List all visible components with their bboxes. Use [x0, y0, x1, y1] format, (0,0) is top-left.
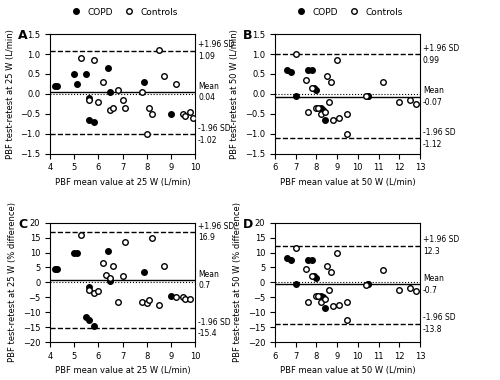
- Text: 0.99: 0.99: [423, 56, 440, 65]
- Text: Mean: Mean: [423, 274, 444, 283]
- Text: -0.07: -0.07: [423, 98, 442, 107]
- Y-axis label: PBF test-retest at 50 W (% difference): PBF test-retest at 50 W (% difference): [233, 202, 242, 363]
- X-axis label: PBF mean value at 50 W (L/min): PBF mean value at 50 W (L/min): [280, 366, 415, 375]
- Text: -1.02: -1.02: [198, 136, 218, 145]
- Text: -15.4: -15.4: [198, 329, 218, 339]
- Text: +1.96 SD: +1.96 SD: [423, 236, 459, 244]
- Legend: COPD, Controls: COPD, Controls: [288, 4, 407, 20]
- Text: 1.09: 1.09: [198, 52, 215, 61]
- Text: -1.96 SD: -1.96 SD: [423, 314, 456, 322]
- Text: -1.96 SD: -1.96 SD: [423, 128, 456, 137]
- Text: -1.96 SD: -1.96 SD: [198, 318, 230, 327]
- Text: +1.96 SD: +1.96 SD: [198, 222, 234, 231]
- Y-axis label: PBF test-retest at 25 W (L/min): PBF test-retest at 25 W (L/min): [6, 29, 15, 159]
- Y-axis label: PBF test-retest at 50 W (L/min): PBF test-retest at 50 W (L/min): [230, 29, 239, 159]
- Text: B: B: [243, 29, 252, 43]
- Text: -1.96 SD: -1.96 SD: [198, 124, 230, 133]
- Text: 12.3: 12.3: [423, 247, 440, 256]
- Text: +1.96 SD: +1.96 SD: [198, 40, 234, 49]
- Text: C: C: [18, 218, 27, 231]
- Text: 0.04: 0.04: [198, 93, 215, 103]
- Text: +1.96 SD: +1.96 SD: [423, 44, 459, 53]
- Y-axis label: PBF test-retest at 25 W (% difference): PBF test-retest at 25 W (% difference): [8, 202, 17, 363]
- Text: A: A: [18, 29, 28, 43]
- X-axis label: PBF mean value at 25 W (L/min): PBF mean value at 25 W (L/min): [54, 178, 190, 187]
- Legend: COPD, Controls: COPD, Controls: [63, 4, 182, 20]
- Text: D: D: [243, 218, 253, 231]
- X-axis label: PBF mean value at 25 W (L/min): PBF mean value at 25 W (L/min): [54, 366, 190, 375]
- Text: 0.7: 0.7: [198, 282, 210, 290]
- Text: -1.12: -1.12: [423, 139, 442, 149]
- Text: 16.9: 16.9: [198, 233, 215, 242]
- Text: Mean: Mean: [198, 82, 219, 91]
- Text: Mean: Mean: [423, 86, 444, 95]
- Text: -13.8: -13.8: [423, 325, 442, 334]
- X-axis label: PBF mean value at 50 W (L/min): PBF mean value at 50 W (L/min): [280, 178, 415, 187]
- Text: Mean: Mean: [198, 270, 219, 279]
- Text: -0.7: -0.7: [423, 286, 438, 294]
